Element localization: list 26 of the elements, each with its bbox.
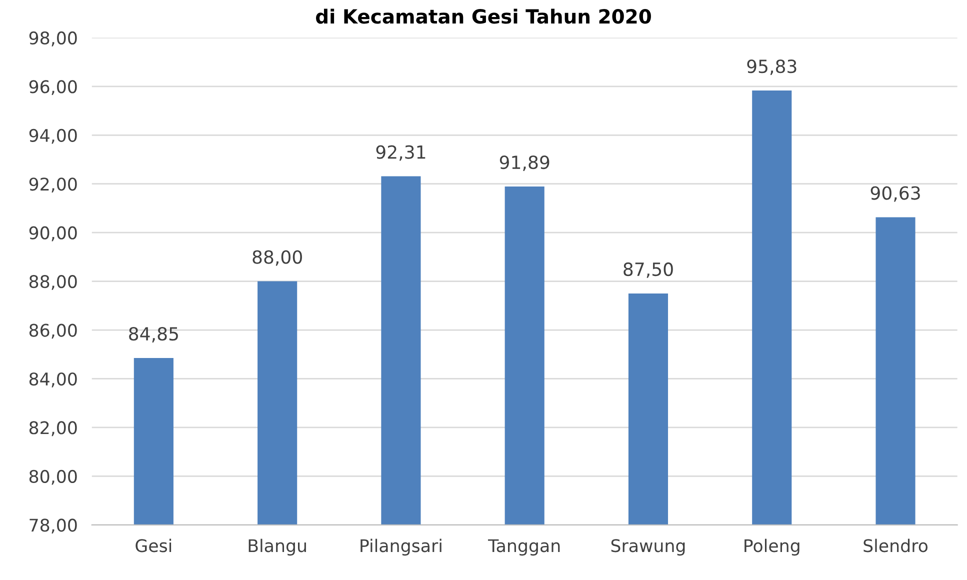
chart-title: di Kecamatan Gesi Tahun 2020: [316, 8, 651, 24]
data-label: 88,00: [252, 250, 302, 266]
x-tick-label: Blangu: [248, 538, 306, 556]
data-label: 92,31: [376, 145, 426, 161]
data-label: 95,83: [747, 60, 796, 76]
x-tick-label: Gesi: [136, 538, 172, 552]
y-tick-label: 90,00: [29, 226, 77, 242]
y-tick-label: 80,00: [29, 470, 77, 485]
x-tick-label: Pilangsari: [360, 538, 442, 556]
data-label: 90,63: [870, 186, 920, 202]
y-tick-label: 84,00: [29, 372, 77, 388]
x-tick-label: Srawung: [611, 539, 685, 556]
x-tick-label: Tanggan: [488, 539, 560, 556]
x-tick-label: Slendro: [864, 538, 928, 552]
y-tick-label: 94,00: [29, 128, 77, 144]
y-tick-label: 78,00: [30, 518, 77, 534]
y-tick-label: 98,00: [29, 31, 77, 46]
data-label: 84,85: [129, 326, 178, 342]
data-label: 87,50: [624, 262, 673, 278]
y-tick-label: 88,00: [29, 275, 77, 290]
data-label: 91,89: [500, 155, 550, 171]
y-tick-label: 96,00: [29, 80, 77, 96]
x-tick-label: Poleng: [744, 538, 800, 556]
y-tick-label: 86,00: [29, 324, 77, 339]
y-tick-label: 92,00: [29, 178, 77, 192]
y-tick-label: 82,00: [29, 421, 77, 436]
